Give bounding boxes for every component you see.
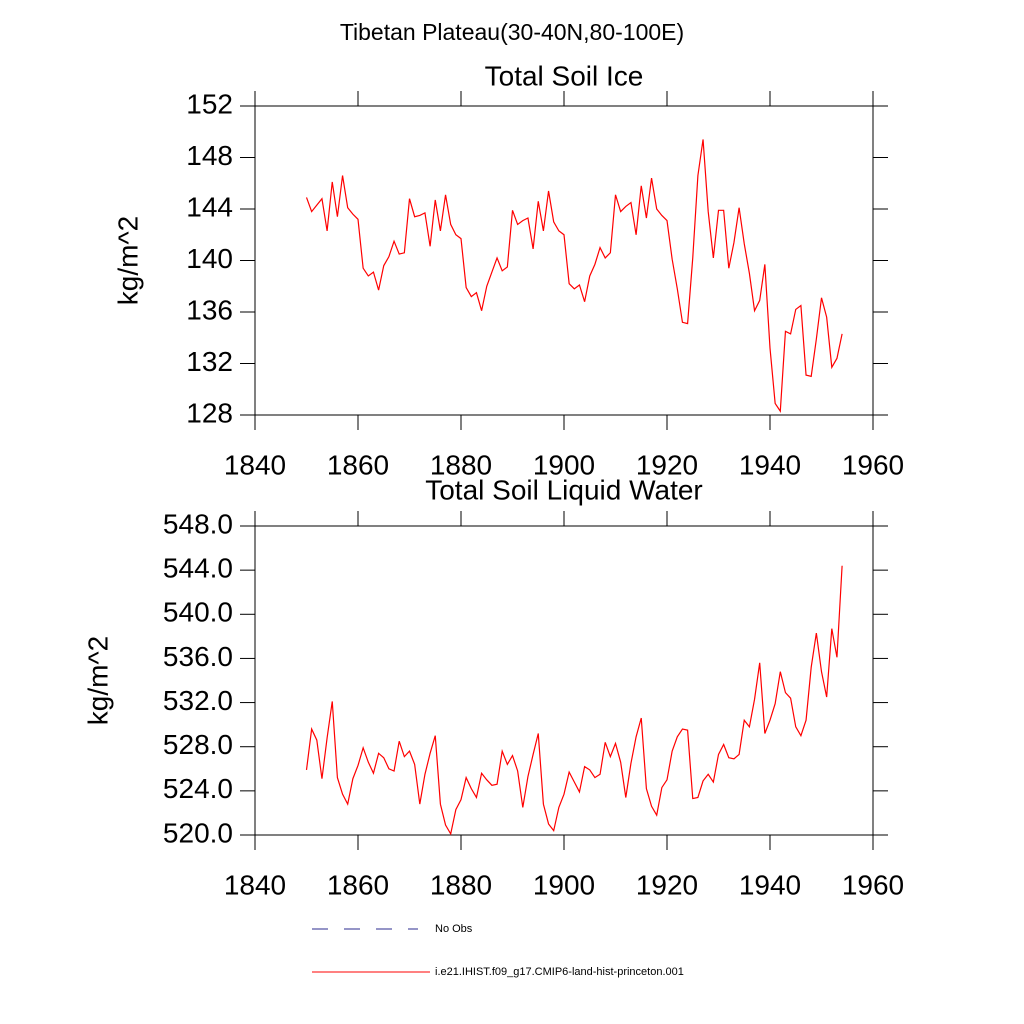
x-tick-label: 1860 (327, 449, 389, 480)
y-axis-label: kg/m^2 (112, 216, 143, 305)
x-tick-label: 1920 (636, 869, 698, 900)
y-tick-label: 520.0 (163, 817, 233, 848)
x-tick-label: 1940 (739, 449, 801, 480)
y-tick-label: 136 (186, 294, 233, 325)
x-tick-label: 1960 (842, 869, 904, 900)
y-tick-label: 128 (186, 397, 233, 428)
x-tick-label: 1880 (430, 869, 492, 900)
x-tick-label: 1940 (739, 869, 801, 900)
y-tick-label: 132 (186, 346, 233, 377)
x-tick-label: 1840 (224, 869, 286, 900)
y-tick-label: 532.0 (163, 685, 233, 716)
x-tick-label: 1840 (224, 449, 286, 480)
plot-frame (254, 105, 874, 416)
y-tick-label: 528.0 (163, 729, 233, 760)
panel-title: Total Soil Liquid Water (425, 474, 703, 505)
legend-label: i.e21.IHIST.f09_g17.CMIP6-land-hist-prin… (435, 966, 684, 978)
x-tick-label: 1900 (533, 449, 595, 480)
x-tick-label: 1960 (842, 449, 904, 480)
x-tick-label: 1900 (533, 869, 595, 900)
y-tick-label: 524.0 (163, 773, 233, 804)
y-tick-label: 548.0 (163, 508, 233, 539)
y-tick-label: 544.0 (163, 553, 233, 584)
x-tick-label: 1880 (430, 449, 492, 480)
x-tick-label: 1860 (327, 869, 389, 900)
legend-label: No Obs (435, 923, 473, 935)
y-tick-label: 140 (186, 243, 233, 274)
y-tick-label: 148 (186, 140, 233, 171)
data-line (305, 139, 843, 413)
data-line (305, 565, 843, 836)
y-tick-label: 536.0 (163, 641, 233, 672)
figure-title: Tibetan Plateau(30-40N,80-100E) (340, 19, 684, 45)
y-axis-label: kg/m^2 (82, 636, 113, 725)
y-tick-label: 540.0 (163, 597, 233, 628)
x-tick-label: 1920 (636, 449, 698, 480)
y-tick-label: 144 (186, 191, 233, 222)
panel-title: Total Soil Ice (485, 60, 644, 91)
y-tick-label: 152 (186, 88, 233, 119)
plot-frame (254, 525, 874, 836)
